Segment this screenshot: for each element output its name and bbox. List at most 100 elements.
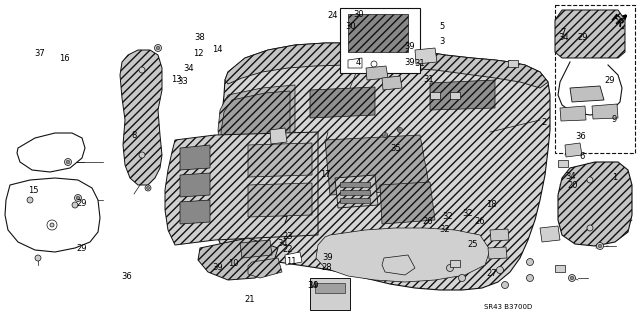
Polygon shape bbox=[221, 91, 290, 177]
Polygon shape bbox=[180, 200, 210, 224]
Polygon shape bbox=[555, 265, 565, 272]
Text: 29: 29 bbox=[77, 244, 87, 253]
Circle shape bbox=[139, 152, 145, 158]
Text: 36: 36 bbox=[576, 132, 586, 141]
Polygon shape bbox=[120, 50, 162, 185]
Text: 19: 19 bbox=[308, 281, 319, 290]
Text: 7: 7 bbox=[282, 216, 287, 225]
Text: 15: 15 bbox=[28, 186, 38, 195]
Polygon shape bbox=[348, 58, 362, 68]
Circle shape bbox=[458, 275, 465, 281]
Text: 30: 30 bbox=[353, 10, 364, 19]
Polygon shape bbox=[570, 86, 604, 102]
Text: 32: 32 bbox=[443, 212, 453, 221]
Text: 36: 36 bbox=[122, 272, 132, 281]
Text: FR.: FR. bbox=[608, 12, 628, 32]
Text: 4: 4 bbox=[356, 58, 361, 67]
Polygon shape bbox=[5, 178, 100, 252]
Circle shape bbox=[399, 129, 401, 131]
Polygon shape bbox=[366, 66, 388, 80]
Polygon shape bbox=[540, 226, 560, 242]
Circle shape bbox=[139, 67, 145, 73]
Text: 39: 39 bbox=[212, 263, 223, 272]
Polygon shape bbox=[430, 92, 440, 99]
Circle shape bbox=[570, 276, 573, 280]
Polygon shape bbox=[316, 228, 490, 282]
Circle shape bbox=[527, 258, 534, 265]
Circle shape bbox=[27, 197, 33, 203]
Circle shape bbox=[72, 202, 78, 208]
Text: 10: 10 bbox=[228, 259, 239, 268]
Text: 20: 20 bbox=[568, 181, 578, 189]
Polygon shape bbox=[225, 43, 548, 88]
Bar bbox=[340, 198, 370, 203]
Polygon shape bbox=[218, 85, 295, 185]
Text: 16: 16 bbox=[59, 54, 69, 63]
Polygon shape bbox=[17, 133, 85, 172]
Text: 26: 26 bbox=[422, 217, 433, 226]
Polygon shape bbox=[488, 247, 507, 259]
Polygon shape bbox=[240, 240, 272, 258]
Circle shape bbox=[384, 134, 387, 136]
Text: 38: 38 bbox=[195, 33, 205, 42]
Circle shape bbox=[50, 223, 54, 227]
Text: 3: 3 bbox=[439, 37, 444, 46]
Text: 11: 11 bbox=[286, 257, 296, 266]
Text: 37: 37 bbox=[35, 49, 45, 58]
Text: 5: 5 bbox=[439, 22, 444, 31]
Text: 21: 21 bbox=[244, 295, 255, 304]
Polygon shape bbox=[450, 92, 460, 99]
Text: 2: 2 bbox=[541, 118, 547, 127]
Circle shape bbox=[397, 128, 403, 132]
Text: 6: 6 bbox=[580, 152, 585, 161]
Circle shape bbox=[371, 61, 377, 67]
Text: 14: 14 bbox=[212, 45, 223, 54]
Polygon shape bbox=[310, 87, 375, 118]
Polygon shape bbox=[555, 10, 625, 58]
Circle shape bbox=[154, 44, 161, 51]
Bar bbox=[315, 283, 345, 293]
Circle shape bbox=[145, 185, 151, 191]
Circle shape bbox=[527, 275, 534, 281]
Polygon shape bbox=[430, 80, 495, 110]
Polygon shape bbox=[198, 238, 278, 280]
Polygon shape bbox=[382, 255, 415, 275]
Circle shape bbox=[598, 244, 602, 248]
Circle shape bbox=[67, 160, 70, 164]
Text: SR43 B3700D: SR43 B3700D bbox=[484, 304, 532, 310]
Text: 32: 32 bbox=[440, 225, 450, 234]
Text: 32: 32 bbox=[462, 209, 472, 218]
Bar bbox=[555, 5, 635, 153]
Polygon shape bbox=[560, 106, 586, 121]
Text: 22: 22 bbox=[283, 245, 293, 254]
Circle shape bbox=[76, 196, 80, 200]
Polygon shape bbox=[415, 48, 437, 64]
Text: 25: 25 bbox=[467, 241, 477, 249]
Polygon shape bbox=[248, 143, 312, 177]
Polygon shape bbox=[592, 104, 618, 119]
Polygon shape bbox=[248, 258, 282, 278]
Text: 34: 34 bbox=[278, 239, 288, 248]
Circle shape bbox=[587, 225, 593, 231]
Polygon shape bbox=[450, 260, 460, 267]
Text: 31: 31 bbox=[424, 75, 434, 84]
Bar bbox=[310, 278, 350, 310]
Text: 18: 18 bbox=[486, 200, 497, 209]
Text: 9: 9 bbox=[612, 115, 617, 124]
Bar bbox=[340, 8, 420, 73]
Polygon shape bbox=[215, 43, 550, 290]
Circle shape bbox=[47, 220, 57, 230]
Text: 34: 34 bbox=[558, 33, 568, 42]
Text: 39: 39 bbox=[404, 58, 415, 67]
Text: 7: 7 bbox=[561, 28, 566, 37]
Text: 34: 34 bbox=[566, 172, 576, 181]
Text: 35: 35 bbox=[390, 144, 401, 153]
Circle shape bbox=[383, 132, 387, 137]
Polygon shape bbox=[382, 76, 402, 90]
Text: 34: 34 bbox=[307, 281, 317, 290]
Text: 23: 23 bbox=[283, 232, 293, 241]
Text: 29: 29 bbox=[577, 33, 588, 42]
Text: 27: 27 bbox=[486, 269, 497, 278]
Circle shape bbox=[447, 264, 454, 271]
Polygon shape bbox=[270, 128, 287, 144]
